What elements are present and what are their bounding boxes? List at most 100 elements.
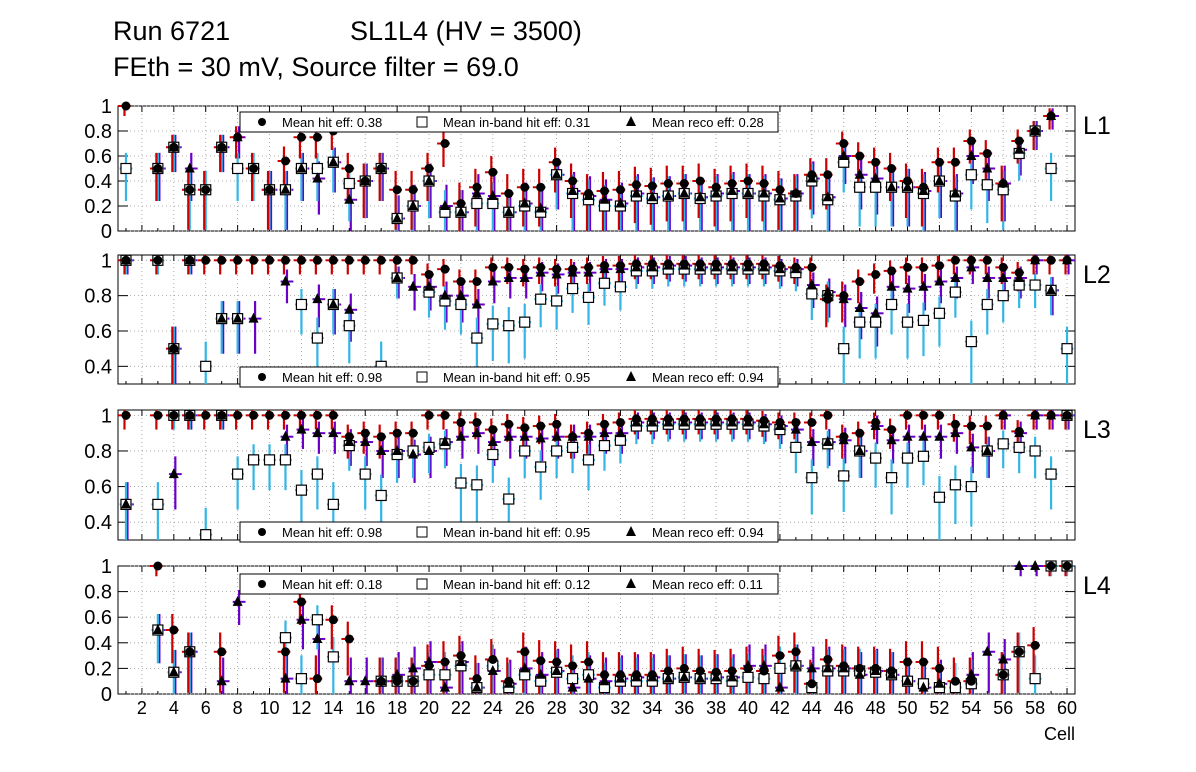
hit-point (743, 663, 753, 673)
legend-reco-marker (626, 371, 636, 381)
reco-point (408, 662, 419, 673)
hit-point (807, 679, 817, 689)
hit-point (934, 663, 944, 673)
reco-point (424, 444, 435, 455)
inband-point (232, 468, 244, 480)
reco-point (599, 675, 610, 686)
reco-point (392, 212, 403, 223)
hit-point (711, 259, 721, 269)
hit-point (552, 157, 562, 167)
reco-point (216, 312, 227, 323)
hit-point (456, 199, 466, 208)
hit-point (472, 277, 482, 287)
reco-point (455, 206, 466, 217)
hit-point (201, 185, 211, 195)
hit-point (871, 663, 881, 673)
reco-point (503, 271, 514, 282)
reco-point (1046, 284, 1057, 295)
reco-point (408, 280, 419, 291)
hit-point (966, 676, 976, 686)
reco-point (471, 427, 482, 438)
hit-point (1046, 561, 1056, 571)
hit-point (520, 423, 530, 433)
inband-point (279, 632, 292, 644)
y-tick-label: 0.8 (84, 121, 112, 143)
hit-point (185, 647, 195, 657)
reco-point (934, 175, 945, 185)
hit-point (424, 269, 434, 279)
reco-point (519, 197, 530, 208)
inband-point (279, 454, 292, 466)
hit-point (520, 647, 530, 657)
hit-point (472, 674, 482, 684)
hit-point (328, 255, 338, 265)
hit-point (185, 185, 195, 195)
inband-point (455, 477, 467, 489)
inband-point (311, 468, 323, 480)
reco-point (439, 289, 450, 300)
hit-point (440, 264, 450, 274)
y-tick-label: 0.8 (84, 286, 112, 308)
legend-hit-marker (258, 373, 266, 381)
hit-point (743, 414, 753, 424)
inband-point (917, 450, 930, 462)
hit-point (903, 176, 913, 186)
reco-point (280, 275, 291, 286)
hit-point (249, 164, 259, 173)
hit-point (153, 164, 163, 173)
reco-point (535, 668, 546, 679)
inband-point (120, 162, 132, 175)
hit-point (823, 410, 833, 420)
legend-reco-label: Mean reco eff: 0.94 (652, 370, 764, 385)
panel-label-l4: L4 (1083, 572, 1111, 600)
hit-point (217, 410, 227, 420)
hit-point (312, 410, 322, 420)
y-tick-label: 0.4 (84, 633, 112, 655)
chamber-label: SL1L4 (HV = 3500) (350, 16, 582, 46)
reco-point (455, 289, 466, 300)
hit-point (647, 259, 657, 269)
inband-point (375, 489, 387, 502)
reco-point (471, 187, 482, 198)
hit-point (280, 647, 290, 657)
reco-point (168, 666, 179, 677)
inband-point (503, 320, 515, 332)
hit-point (759, 259, 769, 269)
reco-point (806, 436, 817, 447)
x-tick-label: 44 (802, 698, 822, 718)
hit-point (568, 661, 578, 671)
hit-point (791, 262, 801, 272)
hit-point (376, 432, 386, 442)
hit-point (647, 414, 657, 424)
hit-point (328, 615, 338, 625)
panel-l1: 0 0.2 0.4 0.6 0.8 1 Mean hit eff: 0.38 Mean in-… (84, 96, 1111, 243)
legend: Mean hit eff: 0.38 Mean in-band hit eff: … (239, 111, 779, 133)
reco-point (950, 427, 961, 438)
reco-point (1030, 560, 1041, 570)
hit-point (647, 670, 657, 680)
hit-point (344, 164, 354, 173)
reco-point (982, 645, 993, 656)
inband-point (838, 470, 850, 482)
panel-label-l2: L2 (1083, 261, 1111, 289)
x-tick-label: 38 (706, 698, 726, 718)
hit-point (679, 179, 689, 188)
hit-point (504, 419, 514, 429)
plot-frame (117, 409, 1076, 541)
hit-point (584, 428, 594, 438)
x-tick-label: 56 (993, 698, 1013, 718)
hit-point (871, 417, 881, 427)
panel-label-l1: L1 (1083, 112, 1111, 140)
hit-point (918, 182, 928, 192)
reco-point (902, 675, 913, 686)
reco-point (679, 187, 690, 198)
reco-point (806, 662, 817, 673)
hit-point (121, 410, 131, 420)
hit-point (934, 261, 944, 271)
reco-point (535, 432, 546, 443)
reco-point (551, 430, 562, 441)
inband-point (885, 298, 898, 311)
reco-point (248, 312, 259, 323)
reco-point (487, 190, 498, 200)
legend-inband-label: Mean in-band hit eff: 0.31 (443, 115, 590, 130)
